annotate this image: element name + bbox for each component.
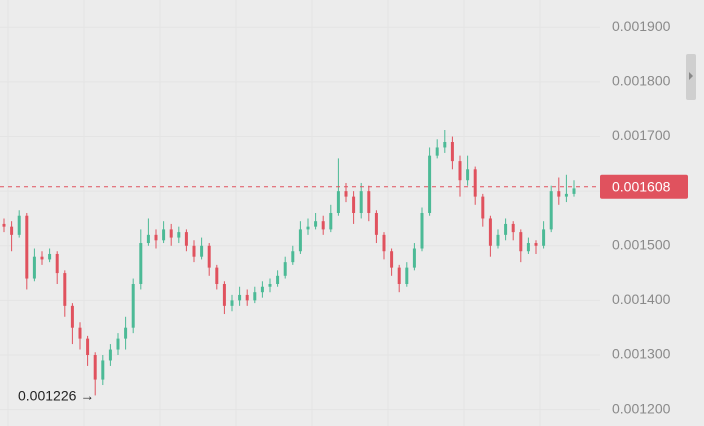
candle-body [70,305,74,328]
candle-body [108,349,112,361]
candle-body [496,234,500,246]
candle-body [230,300,234,306]
candle-body [10,226,14,235]
candle-body [367,191,371,213]
candle-body [154,234,158,241]
candle-body [260,286,264,293]
candle-body [283,262,287,276]
candle-body [268,284,272,287]
y-tick-label: 0.001400 [612,291,671,307]
candle-body [564,193,568,197]
candle-body [48,253,52,260]
candle-body [207,245,211,268]
candle-body [32,256,36,279]
y-tick-label: 0.001900 [612,18,671,34]
candle-body [473,169,477,197]
candle-body [466,169,470,181]
candle-body [298,229,302,252]
candle-body [162,229,166,241]
candle-body [116,338,120,350]
candle-body [146,234,150,244]
candle-body [17,215,21,235]
y-tick-label: 0.001700 [612,127,671,143]
candle-body [238,294,242,301]
candle-body [435,147,439,156]
candle-body [200,245,204,257]
candle-body [428,155,432,213]
candle-body [329,213,333,230]
y-tick-label: 0.001800 [612,73,671,89]
candle-body [519,232,523,252]
candle-body [55,253,59,274]
candle-body [488,218,492,246]
candle-body [336,191,340,213]
candle-body [443,142,447,148]
candle-body [390,251,394,268]
candle-body [420,213,424,249]
candle-body [184,232,188,246]
candle-body [374,213,378,235]
candle-body [139,243,143,284]
candle-body [511,223,515,233]
candle-body [215,267,219,284]
candle-body [25,215,29,279]
candle-body [101,360,105,380]
candle-body [344,191,348,197]
y-tick-label: 0.001200 [612,400,671,416]
y-tick-label: 0.001500 [612,236,671,252]
low-annotation: 0.001226 → [18,388,94,404]
candle-body [359,191,363,213]
scroll-arrow [689,72,693,80]
candle-body [526,243,530,252]
candle-body [253,292,257,301]
candle-body [177,232,181,238]
candle-body [314,221,318,227]
candle-body [222,284,226,306]
candle-body [192,245,196,257]
candle-body [78,327,82,339]
candle-body [549,191,553,230]
candle-body [504,223,508,235]
candle-body [291,251,295,263]
last-price-box [600,174,688,199]
candle-body [481,196,485,219]
candle-body [2,223,6,227]
candle-body [382,234,386,252]
candle-body [131,284,135,328]
candle-body [534,243,538,246]
candle-body [306,226,310,230]
last-price-label: 0.001608 [612,178,671,194]
candle-body [412,248,416,268]
candle-body [405,267,409,284]
candle-body [63,273,67,306]
candle-body [321,221,325,230]
y-tick-label: 0.001300 [612,346,671,362]
candle-body [245,294,249,301]
candle-body [169,229,173,238]
candle-body [40,256,44,260]
candle-body [397,267,401,284]
candle-body [542,229,546,246]
candle-body [276,275,280,284]
candle-body [93,355,97,380]
candle-body [86,338,90,355]
candle-body [572,188,576,194]
candle-body [458,161,462,181]
candle-body [124,327,128,339]
candle-body [450,142,454,162]
candle-body [557,191,561,197]
candle-body [352,196,356,213]
